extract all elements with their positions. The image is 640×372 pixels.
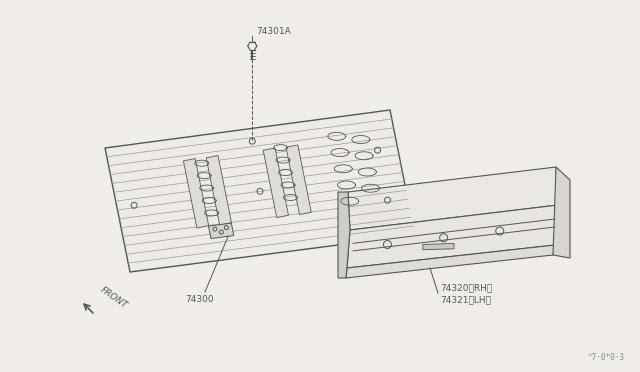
Polygon shape [553,167,570,258]
Polygon shape [263,148,289,218]
Polygon shape [184,158,209,228]
Polygon shape [206,155,232,225]
Text: 74320〈RH〉: 74320〈RH〉 [440,283,492,292]
Polygon shape [338,192,350,278]
Text: 74300: 74300 [185,295,214,304]
Polygon shape [347,205,558,268]
Text: 74301A: 74301A [256,28,291,36]
Text: ^7·0*0·3: ^7·0*0·3 [588,353,625,362]
Polygon shape [423,243,454,250]
Polygon shape [346,245,555,278]
Text: FRONT: FRONT [99,285,129,310]
Polygon shape [105,110,415,272]
Polygon shape [348,167,558,230]
Polygon shape [286,145,311,215]
Text: 74321〈LH〉: 74321〈LH〉 [440,295,491,305]
Polygon shape [209,223,234,238]
